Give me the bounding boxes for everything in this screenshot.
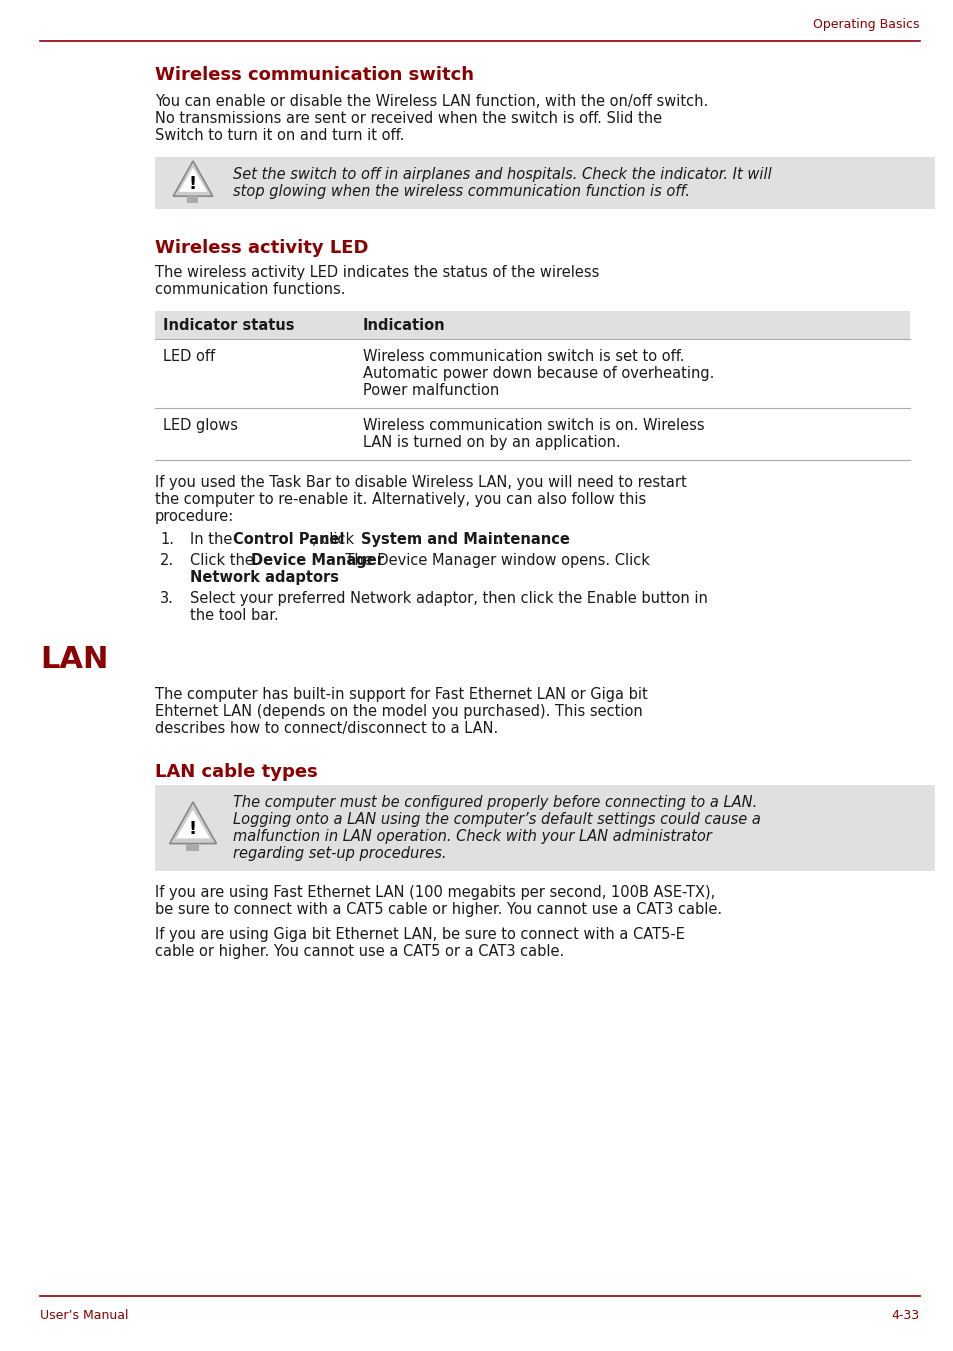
Text: If you are using Giga bit Ethernet LAN, be sure to connect with a CAT5-E: If you are using Giga bit Ethernet LAN, …	[154, 927, 684, 942]
Text: Select your preferred Network adaptor, then click the Enable button in: Select your preferred Network adaptor, t…	[190, 590, 707, 607]
Text: User’s Manual: User’s Manual	[40, 1309, 129, 1323]
Text: LAN is turned on by an application.: LAN is turned on by an application.	[363, 435, 620, 450]
Text: LAN: LAN	[40, 644, 109, 674]
Polygon shape	[173, 161, 213, 196]
Text: 1.: 1.	[160, 532, 173, 547]
Polygon shape	[178, 168, 207, 192]
Text: The computer must be configured properly before connecting to a LAN.: The computer must be configured properly…	[233, 794, 757, 811]
Text: .: .	[494, 532, 498, 547]
Text: In the: In the	[190, 532, 236, 547]
Text: Click the: Click the	[190, 553, 258, 567]
Text: LED off: LED off	[163, 349, 214, 363]
Text: Wireless communication switch is on. Wireless: Wireless communication switch is on. Wir…	[363, 417, 704, 434]
Text: . The Device Manager window opens. Click: . The Device Manager window opens. Click	[335, 553, 649, 567]
Text: malfunction in LAN operation. Check with your LAN administrator: malfunction in LAN operation. Check with…	[233, 830, 711, 844]
Text: Set the switch to off in airplanes and hospitals. Check the indicator. It will: Set the switch to off in airplanes and h…	[233, 168, 771, 182]
FancyBboxPatch shape	[188, 196, 198, 203]
Text: Switch to turn it on and turn it off.: Switch to turn it on and turn it off.	[154, 128, 404, 143]
Text: regarding set-up procedures.: regarding set-up procedures.	[233, 846, 446, 861]
Text: procedure:: procedure:	[154, 509, 234, 524]
Text: Indicator status: Indicator status	[163, 317, 294, 332]
Text: stop glowing when the wireless communication function is off.: stop glowing when the wireless communica…	[233, 184, 689, 199]
Text: !: !	[189, 820, 197, 839]
Text: Wireless activity LED: Wireless activity LED	[154, 239, 368, 257]
Text: The wireless activity LED indicates the status of the wireless: The wireless activity LED indicates the …	[154, 265, 598, 280]
Text: The computer has built-in support for Fast Ethernet LAN or Giga bit: The computer has built-in support for Fa…	[154, 688, 647, 703]
Text: 4-33: 4-33	[891, 1309, 919, 1323]
Text: 2.: 2.	[160, 553, 174, 567]
Text: You can enable or disable the Wireless LAN function, with the on/off switch.: You can enable or disable the Wireless L…	[154, 95, 707, 109]
Text: communication functions.: communication functions.	[154, 282, 345, 297]
Text: Device Manager: Device Manager	[251, 553, 383, 567]
Polygon shape	[170, 802, 216, 843]
Text: Operating Basics: Operating Basics	[813, 18, 919, 31]
FancyBboxPatch shape	[154, 311, 909, 339]
FancyBboxPatch shape	[154, 157, 934, 209]
Polygon shape	[176, 809, 210, 839]
Text: Wireless communication switch is set to off.: Wireless communication switch is set to …	[363, 349, 684, 363]
FancyBboxPatch shape	[186, 843, 199, 851]
Text: the computer to re-enable it. Alternatively, you can also follow this: the computer to re-enable it. Alternativ…	[154, 492, 645, 507]
Text: If you are using Fast Ethernet LAN (100 megabits per second, 100B ASE-TX),: If you are using Fast Ethernet LAN (100 …	[154, 885, 715, 900]
Text: LED glows: LED glows	[163, 417, 237, 434]
Text: describes how to connect/disconnect to a LAN.: describes how to connect/disconnect to a…	[154, 721, 497, 736]
Text: .: .	[287, 570, 292, 585]
Text: LAN cable types: LAN cable types	[154, 763, 317, 781]
Text: be sure to connect with a CAT5 cable or higher. You cannot use a CAT3 cable.: be sure to connect with a CAT5 cable or …	[154, 902, 721, 917]
Text: the tool bar.: the tool bar.	[190, 608, 278, 623]
Text: Indication: Indication	[363, 317, 445, 332]
Text: System and Maintenance: System and Maintenance	[360, 532, 569, 547]
Text: 3.: 3.	[160, 590, 173, 607]
Text: , click: , click	[312, 532, 358, 547]
Text: Ehternet LAN (depends on the model you purchased). This section: Ehternet LAN (depends on the model you p…	[154, 704, 642, 719]
FancyBboxPatch shape	[154, 785, 934, 871]
Text: Control Panel: Control Panel	[233, 532, 344, 547]
Text: Automatic power down because of overheating.: Automatic power down because of overheat…	[363, 366, 714, 381]
Text: Network adaptors: Network adaptors	[190, 570, 338, 585]
Text: !: !	[189, 176, 197, 193]
Text: cable or higher. You cannot use a CAT5 or a CAT3 cable.: cable or higher. You cannot use a CAT5 o…	[154, 944, 563, 959]
Text: Power malfunction: Power malfunction	[363, 382, 498, 399]
Text: Wireless communication switch: Wireless communication switch	[154, 66, 474, 84]
Text: Logging onto a LAN using the computer’s default settings could cause a: Logging onto a LAN using the computer’s …	[233, 812, 760, 827]
Text: If you used the Task Bar to disable Wireless LAN, you will need to restart: If you used the Task Bar to disable Wire…	[154, 476, 686, 490]
Text: No transmissions are sent or received when the switch is off. Slid the: No transmissions are sent or received wh…	[154, 111, 661, 126]
